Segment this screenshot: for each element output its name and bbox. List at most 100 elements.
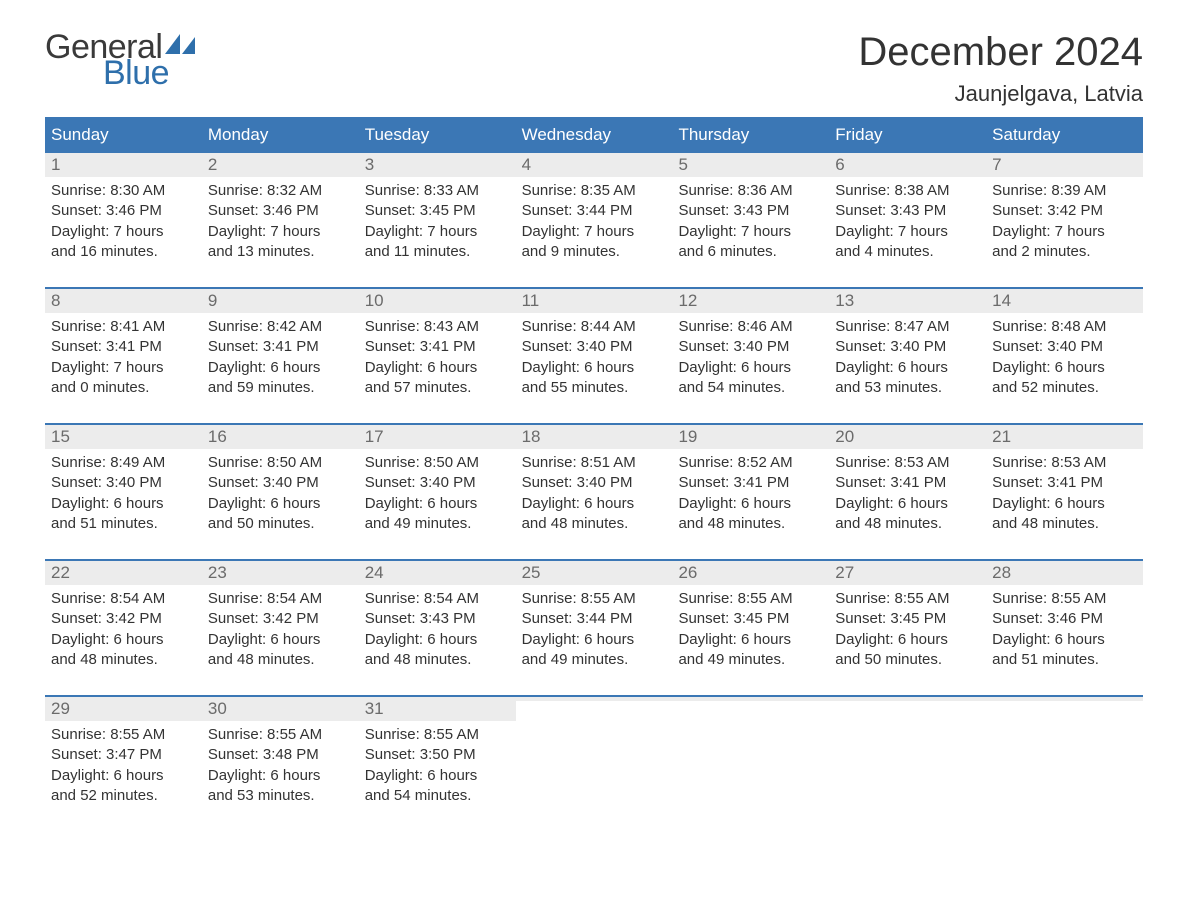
day-number: 7 bbox=[986, 153, 1143, 177]
sunrise-text: Sunrise: 8:55 AM bbox=[992, 589, 1137, 609]
sunset-text: Sunset: 3:42 PM bbox=[208, 609, 353, 629]
calendar-cell bbox=[829, 697, 986, 817]
calendar-cell: 6Sunrise: 8:38 AMSunset: 3:43 PMDaylight… bbox=[829, 153, 986, 273]
sunrise-text: Sunrise: 8:46 AM bbox=[678, 317, 823, 337]
sunset-text: Sunset: 3:46 PM bbox=[992, 609, 1137, 629]
calendar-cell: 4Sunrise: 8:35 AMSunset: 3:44 PMDaylight… bbox=[516, 153, 673, 273]
daylight-line2: and 59 minutes. bbox=[208, 378, 353, 398]
daylight-line1: Daylight: 6 hours bbox=[678, 494, 823, 514]
daylight-line1: Daylight: 6 hours bbox=[678, 630, 823, 650]
sunset-text: Sunset: 3:43 PM bbox=[678, 201, 823, 221]
calendar-cell: 28 Sunrise: 8:55 AMSunset: 3:46 PMDayligh… bbox=[986, 561, 1143, 681]
day-details: Sunrise: 8:55 AMSunset: 3:48 PMDaylight:… bbox=[202, 721, 359, 812]
day-number: 27 bbox=[829, 561, 986, 585]
day-number: 18 bbox=[516, 425, 673, 449]
weeks-container: 1Sunrise: 8:30 AMSunset: 3:46 PMDaylight… bbox=[45, 153, 1143, 817]
calendar-cell: 15Sunrise: 8:49 AMSunset: 3:40 PMDayligh… bbox=[45, 425, 202, 545]
calendar-cell: 10Sunrise: 8:43 AMSunset: 3:41 PMDayligh… bbox=[359, 289, 516, 409]
sunrise-text: Sunrise: 8:36 AM bbox=[678, 181, 823, 201]
day-number: 24 bbox=[359, 561, 516, 585]
daylight-line2: and 51 minutes. bbox=[51, 514, 196, 534]
day-details: Sunrise: 8:55 AMSunset: 3:50 PMDaylight:… bbox=[359, 721, 516, 812]
daylight-line1: Daylight: 6 hours bbox=[992, 630, 1137, 650]
daylight-line2: and 4 minutes. bbox=[835, 242, 980, 262]
day-details: Sunrise: 8:49 AMSunset: 3:40 PMDaylight:… bbox=[45, 449, 202, 540]
sunset-text: Sunset: 3:44 PM bbox=[522, 201, 667, 221]
brand-logo: General Blue bbox=[45, 30, 195, 90]
week-row: 8Sunrise: 8:41 AMSunset: 3:41 PMDaylight… bbox=[45, 287, 1143, 409]
calendar-cell: 2Sunrise: 8:32 AMSunset: 3:46 PMDaylight… bbox=[202, 153, 359, 273]
day-number: 23 bbox=[202, 561, 359, 585]
day-number: 10 bbox=[359, 289, 516, 313]
calendar-cell: 24Sunrise: 8:54 AMSunset: 3:43 PMDayligh… bbox=[359, 561, 516, 681]
daylight-line2: and 52 minutes. bbox=[51, 786, 196, 806]
sunrise-text: Sunrise: 8:33 AM bbox=[365, 181, 510, 201]
week-row: 29Sunrise: 8:55 AMSunset: 3:47 PMDayligh… bbox=[45, 695, 1143, 817]
calendar-cell bbox=[986, 697, 1143, 817]
sunset-text: Sunset: 3:41 PM bbox=[365, 337, 510, 357]
calendar-cell: 29Sunrise: 8:55 AMSunset: 3:47 PMDayligh… bbox=[45, 697, 202, 817]
day-details: Sunrise: 8:30 AMSunset: 3:46 PMDaylight:… bbox=[45, 177, 202, 268]
day-header-row: Sunday Monday Tuesday Wednesday Thursday… bbox=[45, 117, 1143, 153]
calendar-cell bbox=[672, 697, 829, 817]
daylight-line1: Daylight: 6 hours bbox=[522, 358, 667, 378]
week-row: 1Sunrise: 8:30 AMSunset: 3:46 PMDaylight… bbox=[45, 153, 1143, 273]
daylight-line2: and 49 minutes. bbox=[365, 514, 510, 534]
daylight-line2: and 9 minutes. bbox=[522, 242, 667, 262]
calendar-cell: 23Sunrise: 8:54 AMSunset: 3:42 PMDayligh… bbox=[202, 561, 359, 681]
flag-icon bbox=[165, 34, 195, 58]
daylight-line1: Daylight: 6 hours bbox=[835, 494, 980, 514]
daylight-line2: and 13 minutes. bbox=[208, 242, 353, 262]
day-details: Sunrise: 8:54 AMSunset: 3:43 PMDaylight:… bbox=[359, 585, 516, 676]
daylight-line1: Daylight: 7 hours bbox=[208, 222, 353, 242]
daylight-line2: and 2 minutes. bbox=[992, 242, 1137, 262]
day-number: 26 bbox=[672, 561, 829, 585]
day-number: 6 bbox=[829, 153, 986, 177]
day-header-tuesday: Tuesday bbox=[359, 117, 516, 153]
day-number: 17 bbox=[359, 425, 516, 449]
sunrise-text: Sunrise: 8:42 AM bbox=[208, 317, 353, 337]
calendar-cell: 7Sunrise: 8:39 AMSunset: 3:42 PMDaylight… bbox=[986, 153, 1143, 273]
daylight-line2: and 54 minutes. bbox=[678, 378, 823, 398]
calendar-cell: 31Sunrise: 8:55 AMSunset: 3:50 PMDayligh… bbox=[359, 697, 516, 817]
daylight-line2: and 51 minutes. bbox=[992, 650, 1137, 670]
title-block: December 2024 Jaunjelgava, Latvia bbox=[858, 30, 1143, 107]
sunrise-text: Sunrise: 8:54 AM bbox=[51, 589, 196, 609]
day-details: Sunrise: 8:44 AMSunset: 3:40 PMDaylight:… bbox=[516, 313, 673, 404]
calendar-cell: 21Sunrise: 8:53 AMSunset: 3:41 PMDayligh… bbox=[986, 425, 1143, 545]
sunrise-text: Sunrise: 8:55 AM bbox=[365, 725, 510, 745]
daylight-line1: Daylight: 6 hours bbox=[365, 630, 510, 650]
sunrise-text: Sunrise: 8:51 AM bbox=[522, 453, 667, 473]
daylight-line1: Daylight: 7 hours bbox=[51, 222, 196, 242]
sunrise-text: Sunrise: 8:54 AM bbox=[365, 589, 510, 609]
calendar-cell: 26Sunrise: 8:55 AMSunset: 3:45 PMDayligh… bbox=[672, 561, 829, 681]
sunset-text: Sunset: 3:40 PM bbox=[678, 337, 823, 357]
day-number: 2 bbox=[202, 153, 359, 177]
daylight-line1: Daylight: 6 hours bbox=[51, 494, 196, 514]
sunrise-text: Sunrise: 8:55 AM bbox=[51, 725, 196, 745]
daylight-line2: and 57 minutes. bbox=[365, 378, 510, 398]
calendar-cell: 1Sunrise: 8:30 AMSunset: 3:46 PMDaylight… bbox=[45, 153, 202, 273]
location-label: Jaunjelgava, Latvia bbox=[858, 81, 1143, 107]
day-details: Sunrise: 8:48 AMSunset: 3:40 PMDaylight:… bbox=[986, 313, 1143, 404]
sunrise-text: Sunrise: 8:55 AM bbox=[522, 589, 667, 609]
calendar-cell: 13Sunrise: 8:47 AMSunset: 3:40 PMDayligh… bbox=[829, 289, 986, 409]
day-number: 13 bbox=[829, 289, 986, 313]
sunrise-text: Sunrise: 8:55 AM bbox=[208, 725, 353, 745]
day-number: 28 bbox=[986, 561, 1143, 585]
day-details: Sunrise: 8:50 AMSunset: 3:40 PMDaylight:… bbox=[359, 449, 516, 540]
daylight-line2: and 0 minutes. bbox=[51, 378, 196, 398]
calendar-cell: 5Sunrise: 8:36 AMSunset: 3:43 PMDaylight… bbox=[672, 153, 829, 273]
day-number: 21 bbox=[986, 425, 1143, 449]
calendar-cell: 25Sunrise: 8:55 AMSunset: 3:44 PMDayligh… bbox=[516, 561, 673, 681]
daylight-line1: Daylight: 7 hours bbox=[835, 222, 980, 242]
sunrise-text: Sunrise: 8:38 AM bbox=[835, 181, 980, 201]
day-details: Sunrise: 8:47 AMSunset: 3:40 PMDaylight:… bbox=[829, 313, 986, 404]
daylight-line2: and 48 minutes. bbox=[208, 650, 353, 670]
daylight-line1: Daylight: 6 hours bbox=[522, 494, 667, 514]
day-number: 30 bbox=[202, 697, 359, 721]
day-details: Sunrise: 8:53 AMSunset: 3:41 PMDaylight:… bbox=[986, 449, 1143, 540]
daylight-line1: Daylight: 6 hours bbox=[835, 358, 980, 378]
daylight-line1: Daylight: 7 hours bbox=[678, 222, 823, 242]
daylight-line1: Daylight: 7 hours bbox=[522, 222, 667, 242]
